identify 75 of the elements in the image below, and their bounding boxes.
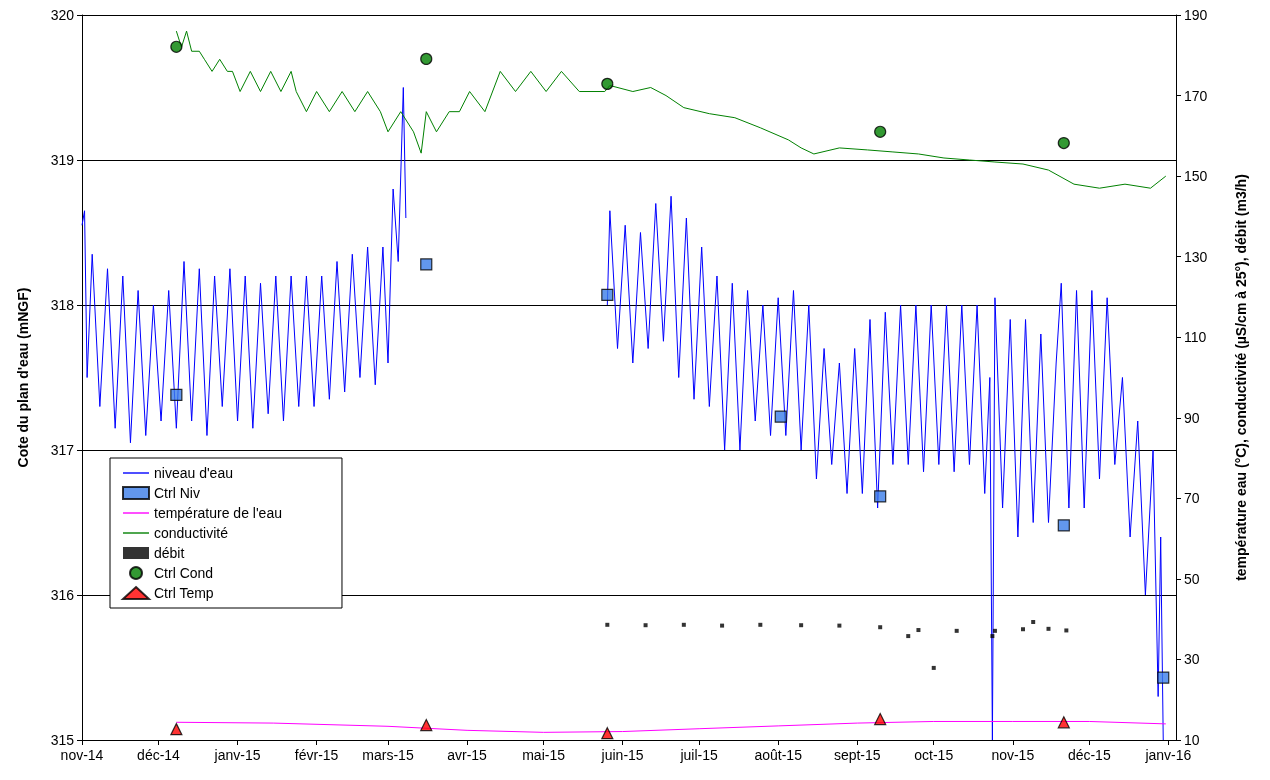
point xyxy=(601,727,614,740)
point xyxy=(1057,136,1070,150)
point xyxy=(874,712,887,726)
point xyxy=(992,628,997,633)
legend-label: débit xyxy=(154,545,185,561)
x-tick-label: juil-15 xyxy=(679,747,719,763)
point xyxy=(1031,619,1036,624)
point xyxy=(1157,671,1170,684)
y-tick-label: 319 xyxy=(50,152,75,168)
point xyxy=(601,288,614,301)
legend-label: Ctrl Cond xyxy=(154,565,214,581)
point xyxy=(916,628,921,633)
point xyxy=(605,622,610,627)
y2-axis-title: température eau (°C), conductivité (µS/cm à 25°), débit (m3/h) xyxy=(1233,174,1249,581)
point xyxy=(758,622,763,627)
point xyxy=(420,258,433,271)
x-tick-label: sept-15 xyxy=(833,747,881,763)
point xyxy=(170,40,183,53)
point xyxy=(954,628,959,633)
point xyxy=(878,625,883,630)
point xyxy=(170,723,183,736)
point xyxy=(681,622,686,627)
point xyxy=(990,634,995,639)
y2-tick-label: 190 xyxy=(1184,7,1208,23)
x-tick-label: nov-15 xyxy=(991,747,1035,763)
y2-tick-label: 90 xyxy=(1184,409,1200,426)
x-tick-label: déc-15 xyxy=(1067,747,1111,763)
y2-tick-label: 10 xyxy=(1184,732,1200,748)
y-tick-label: 316 xyxy=(50,587,75,603)
x-tick-label: févr-15 xyxy=(294,747,339,763)
x-tick-label: oct-15 xyxy=(914,747,954,763)
legend-label: niveau d'eau xyxy=(154,465,233,481)
point xyxy=(720,623,725,628)
x-tick-label: août-15 xyxy=(754,747,803,763)
point xyxy=(1057,716,1070,729)
x-tick-label: déc-14 xyxy=(137,747,181,763)
legend-label: conductivité xyxy=(154,525,229,541)
y-axis-title: Cote du plan d'eau (mNGF) xyxy=(15,287,31,468)
y-tick-label: 317 xyxy=(50,442,75,458)
y2-tick-label: 30 xyxy=(1184,651,1200,668)
point xyxy=(874,490,887,503)
y-tick-label: 315 xyxy=(50,732,75,748)
point xyxy=(1057,519,1070,532)
point xyxy=(906,634,911,639)
x-tick-label: janv-15 xyxy=(213,747,261,763)
x-tick-label: nov-14 xyxy=(60,747,104,763)
x-tick-label: mai-15 xyxy=(522,747,566,763)
point xyxy=(774,410,787,423)
y2-tick-label: 50 xyxy=(1184,570,1200,587)
y2-tick-label: 110 xyxy=(1184,329,1207,346)
y2-tick-label: 150 xyxy=(1184,168,1208,185)
x-tick-label: juin-15 xyxy=(600,747,644,763)
y2-tick-label: 70 xyxy=(1184,490,1200,507)
point xyxy=(874,125,887,138)
point xyxy=(170,388,183,401)
point xyxy=(931,665,936,670)
y-tick-label: 318 xyxy=(50,297,75,313)
x-tick-label: janv-16 xyxy=(1144,747,1192,763)
point xyxy=(420,719,433,732)
legend-label: température de l'eau xyxy=(154,505,282,521)
legend-label: Ctrl Temp xyxy=(154,585,214,601)
point xyxy=(1020,627,1025,632)
y-tick-label: 320 xyxy=(50,7,75,23)
point xyxy=(643,623,648,628)
y2-tick-label: 130 xyxy=(1184,248,1208,265)
point xyxy=(837,623,842,628)
x-tick-label: avr-15 xyxy=(447,747,488,763)
legend-label: Ctrl Niv xyxy=(154,485,200,501)
point xyxy=(1064,628,1069,633)
y2-tick-label: 170 xyxy=(1184,87,1208,104)
point xyxy=(420,52,433,65)
point xyxy=(601,77,614,90)
x-tick-label: mars-15 xyxy=(362,747,414,763)
point xyxy=(799,623,804,628)
point xyxy=(1046,626,1051,631)
